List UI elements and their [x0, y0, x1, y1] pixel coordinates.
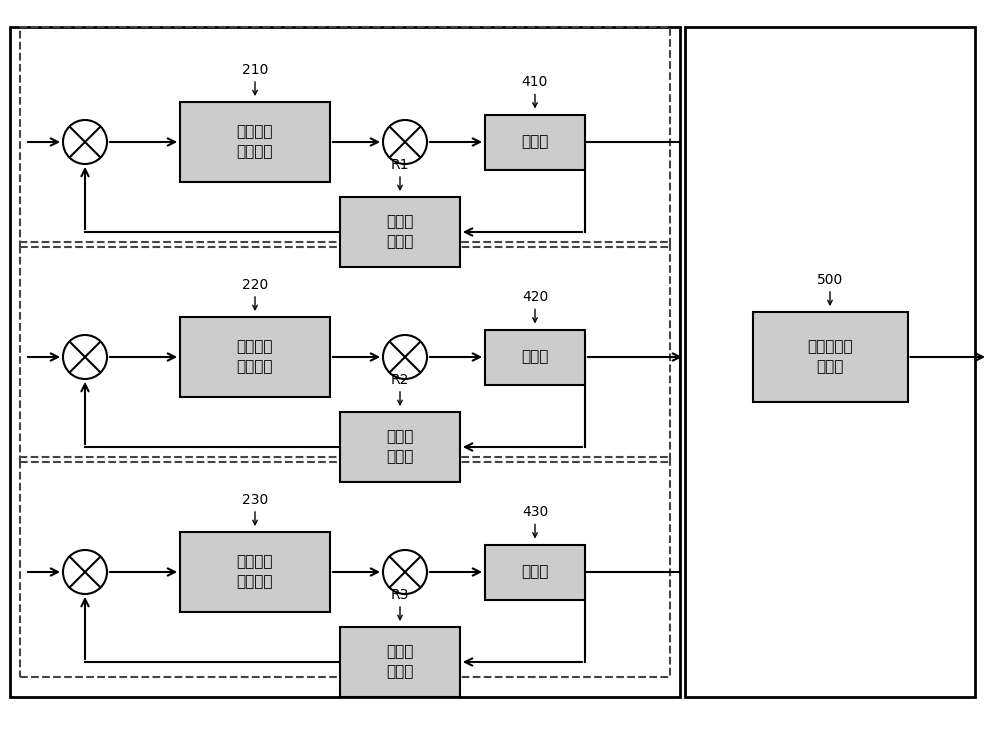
Bar — [485, 544, 585, 599]
Text: 反馈信号获
得单元: 反馈信号获 得单元 — [807, 340, 853, 374]
Text: 加热区: 加热区 — [521, 135, 549, 150]
Bar — [340, 197, 460, 267]
Text: 430: 430 — [522, 505, 548, 520]
Bar — [20, 27, 670, 247]
Text: 矫正处
理单元: 矫正处 理单元 — [386, 214, 414, 250]
Bar — [10, 27, 680, 697]
Bar — [753, 312, 908, 402]
Text: 410: 410 — [522, 75, 548, 89]
Bar — [685, 27, 975, 697]
Bar — [20, 242, 670, 462]
Text: 加热区: 加热区 — [521, 565, 549, 580]
Text: R3: R3 — [391, 588, 409, 602]
Bar — [485, 329, 585, 384]
Text: 控制信号
形成单元: 控制信号 形成单元 — [237, 555, 273, 590]
Text: 230: 230 — [242, 493, 268, 507]
Text: 210: 210 — [242, 63, 268, 77]
Bar — [180, 317, 330, 397]
Text: 220: 220 — [242, 278, 268, 292]
Text: 420: 420 — [522, 290, 548, 305]
Bar — [20, 457, 670, 677]
Text: R2: R2 — [391, 373, 409, 387]
Bar — [485, 114, 585, 169]
Text: 加热区: 加热区 — [521, 350, 549, 365]
Text: 矫正处
理单元: 矫正处 理单元 — [386, 644, 414, 679]
Bar — [340, 627, 460, 697]
Bar — [340, 412, 460, 482]
Bar — [180, 532, 330, 612]
Text: 500: 500 — [817, 273, 843, 287]
Text: R1: R1 — [391, 158, 409, 172]
Bar — [180, 102, 330, 182]
Text: 矫正处
理单元: 矫正处 理单元 — [386, 429, 414, 465]
Text: 控制信号
形成单元: 控制信号 形成单元 — [237, 125, 273, 159]
Text: 控制信号
形成单元: 控制信号 形成单元 — [237, 340, 273, 374]
